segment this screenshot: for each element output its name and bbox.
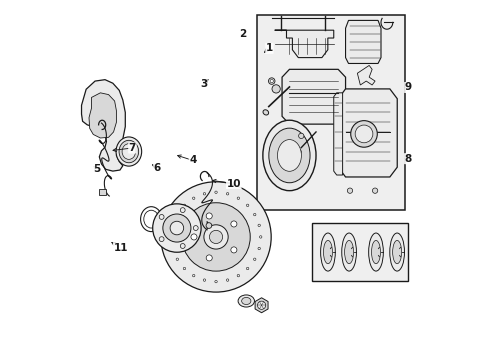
Circle shape (190, 234, 197, 240)
Circle shape (237, 197, 239, 199)
Circle shape (183, 204, 185, 207)
Circle shape (170, 236, 172, 238)
Circle shape (206, 255, 212, 261)
Polygon shape (333, 93, 342, 175)
Text: 3: 3 (200, 79, 207, 89)
Circle shape (237, 274, 239, 277)
Ellipse shape (238, 295, 254, 307)
Ellipse shape (241, 297, 250, 305)
Circle shape (259, 236, 262, 238)
Bar (99, 189, 106, 195)
Ellipse shape (389, 233, 404, 271)
Circle shape (230, 221, 236, 227)
Circle shape (192, 274, 195, 277)
Circle shape (354, 125, 372, 143)
Circle shape (214, 191, 217, 193)
Bar (256, 14, 404, 210)
Circle shape (170, 221, 183, 235)
Circle shape (230, 247, 236, 253)
Circle shape (159, 215, 163, 219)
Ellipse shape (392, 240, 401, 264)
Circle shape (171, 247, 174, 250)
Ellipse shape (320, 233, 335, 271)
Text: 1: 1 (265, 43, 272, 53)
Text: 4: 4 (189, 156, 196, 166)
Circle shape (350, 121, 377, 147)
Circle shape (205, 223, 211, 228)
Polygon shape (274, 30, 333, 58)
Circle shape (176, 258, 178, 261)
Circle shape (258, 224, 260, 226)
Circle shape (269, 80, 273, 83)
Ellipse shape (341, 233, 356, 271)
Circle shape (180, 208, 185, 212)
Ellipse shape (268, 128, 309, 183)
Ellipse shape (277, 140, 301, 171)
Polygon shape (89, 93, 116, 138)
Ellipse shape (368, 233, 383, 271)
Circle shape (253, 213, 255, 216)
Circle shape (180, 244, 185, 248)
Ellipse shape (263, 120, 315, 191)
Circle shape (203, 225, 228, 249)
Circle shape (203, 279, 205, 281)
Circle shape (163, 214, 190, 242)
Circle shape (246, 267, 248, 270)
Text: 5: 5 (93, 164, 100, 174)
Circle shape (176, 213, 178, 216)
Text: 11: 11 (113, 243, 128, 253)
Ellipse shape (371, 240, 380, 264)
Circle shape (203, 193, 205, 195)
Polygon shape (255, 298, 267, 313)
Circle shape (258, 247, 260, 250)
Circle shape (206, 213, 212, 219)
Ellipse shape (263, 110, 268, 115)
Polygon shape (357, 66, 374, 85)
Text: 9: 9 (404, 82, 411, 93)
Text: 2: 2 (239, 29, 246, 39)
Circle shape (159, 237, 163, 242)
Circle shape (193, 226, 198, 230)
Bar (311, 223, 407, 282)
Polygon shape (81, 80, 125, 171)
Ellipse shape (119, 140, 139, 163)
Circle shape (372, 188, 377, 193)
Polygon shape (338, 89, 396, 177)
Circle shape (271, 85, 280, 93)
Ellipse shape (116, 137, 142, 166)
Circle shape (183, 267, 185, 270)
Text: 6: 6 (153, 163, 161, 172)
Circle shape (182, 203, 250, 271)
Circle shape (268, 78, 274, 84)
Circle shape (226, 193, 228, 195)
Ellipse shape (122, 144, 135, 159)
Text: 8: 8 (404, 154, 411, 164)
Circle shape (346, 188, 352, 193)
Circle shape (192, 197, 195, 199)
Circle shape (152, 204, 201, 252)
Circle shape (226, 279, 228, 281)
Polygon shape (345, 21, 380, 63)
Text: 7: 7 (128, 143, 136, 153)
Circle shape (214, 280, 217, 283)
Circle shape (171, 224, 174, 226)
Circle shape (257, 301, 265, 309)
Ellipse shape (323, 240, 332, 264)
Circle shape (298, 133, 303, 139)
Circle shape (161, 182, 271, 292)
Ellipse shape (344, 240, 353, 264)
Text: 10: 10 (226, 179, 241, 189)
Circle shape (253, 258, 255, 261)
Polygon shape (282, 69, 345, 124)
Circle shape (246, 204, 248, 207)
Circle shape (209, 230, 222, 244)
Ellipse shape (295, 149, 301, 154)
